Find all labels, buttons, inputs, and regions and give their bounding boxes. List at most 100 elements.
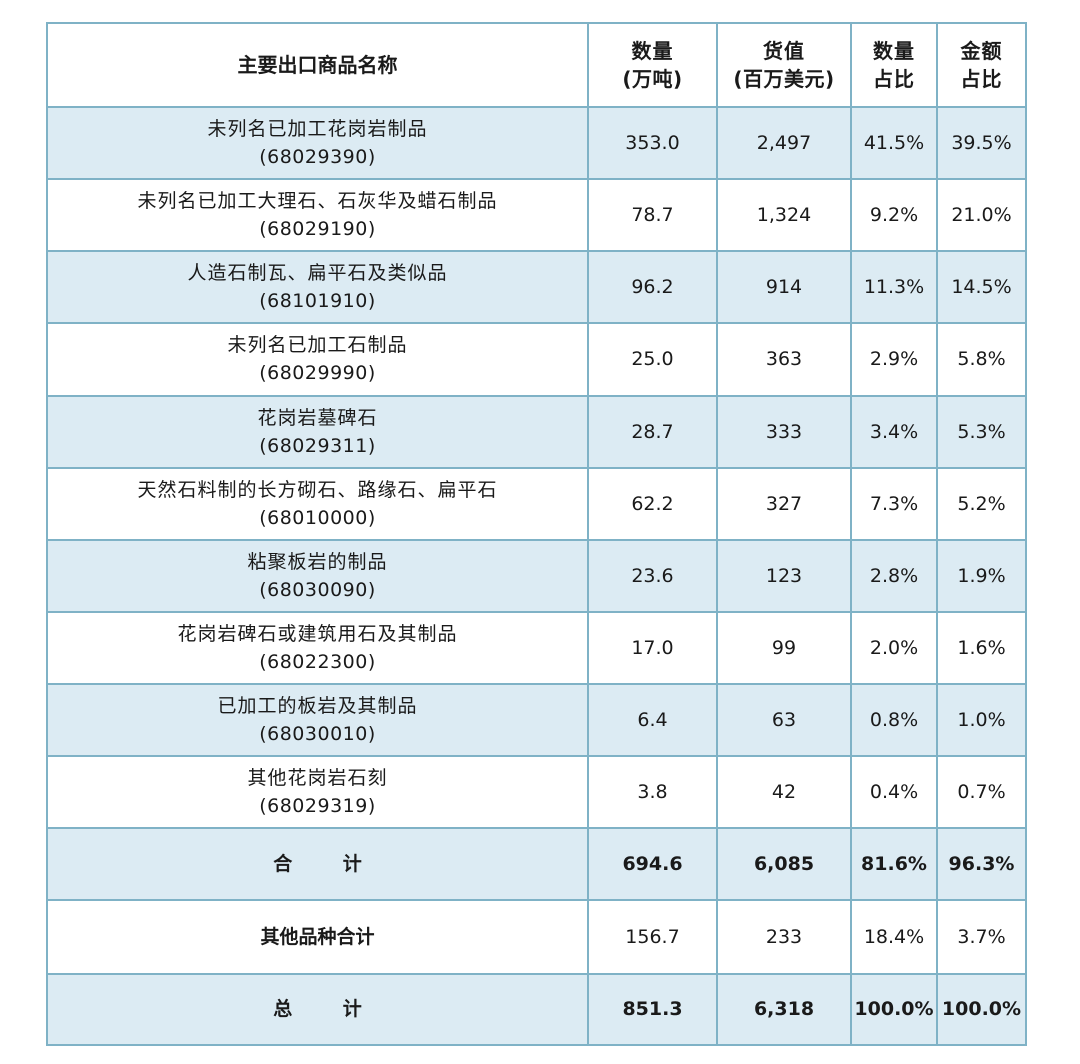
total-quantity-share: 100.0% [850, 972, 938, 1047]
commodity-code: (68029319) [259, 795, 376, 818]
amount-share-cell: 5.3% [936, 394, 1027, 469]
value-cell: 2,497 [716, 105, 852, 181]
header-amount-share-line1: 金额 [960, 39, 1003, 63]
amount-share-cell: 21.0% [936, 178, 1027, 253]
amount-share-cell: 0.7% [936, 755, 1027, 830]
table-row: 已加工的板岩及其制品 (68030010) 6.4 63 0.8% 1.0% [46, 683, 1027, 758]
commodity-code: (68029990) [259, 362, 376, 385]
commodity-name-cell: 花岗岩墓碑石 (68029311) [46, 394, 589, 469]
commodity-name: 未列名已加工花岗岩制品 [207, 118, 428, 141]
header-quantity-share-line2: 占比 [873, 67, 915, 91]
commodity-code: (68029190) [259, 218, 376, 241]
quantity-cell: 62.2 [587, 466, 718, 541]
quantity-cell: 3.8 [587, 755, 718, 830]
value-cell: 123 [716, 538, 852, 613]
subtotal-quantity: 694.6 [587, 827, 718, 901]
amount-share-cell: 14.5% [936, 250, 1027, 325]
commodity-code: (68101910) [259, 290, 376, 313]
amount-share-cell: 1.9% [936, 538, 1027, 613]
amount-share-cell: 5.8% [936, 322, 1027, 397]
header-commodity-name: 主要出口商品名称 [46, 22, 589, 108]
value-cell: 1,324 [716, 178, 852, 253]
others-amount-share: 3.7% [936, 898, 1027, 975]
quantity-cell: 28.7 [587, 394, 718, 469]
export-commodity-table: 主要出口商品名称 数量 (万吨) 货值 (百万美元) 数量 占比 金额 占比 未… [46, 22, 1027, 1047]
commodity-name-cell: 花岗岩碑石或建筑用石及其制品 (68022300) [46, 610, 589, 686]
table-row: 人造石制瓦、扁平石及类似品 (68101910) 96.2 914 11.3% … [46, 250, 1027, 325]
amount-share-cell: 39.5% [936, 105, 1027, 181]
commodity-name-cell: 未列名已加工花岗岩制品 (68029390) [46, 105, 589, 181]
header-value-label: 货值 [763, 39, 805, 63]
others-quantity-share: 18.4% [850, 898, 938, 975]
commodity-name-cell: 其他花岗岩石刻 (68029319) [46, 755, 589, 830]
commodity-name: 已加工的板岩及其制品 [217, 695, 418, 718]
table-row: 粘聚板岩的制品 (68030090) 23.6 123 2.8% 1.9% [46, 538, 1027, 613]
commodity-name: 未列名已加工大理石、石灰华及蜡石制品 [137, 190, 498, 213]
table-row: 天然石料制的长方砌石、路缘石、扁平石 (68010000) 62.2 327 7… [46, 466, 1027, 541]
header-quantity-share-line1: 数量 [873, 39, 915, 63]
quantity-share-cell: 2.9% [850, 322, 938, 397]
table-row: 花岗岩碑石或建筑用石及其制品 (68022300) 17.0 99 2.0% 1… [46, 610, 1027, 686]
subtotal-value: 6,085 [716, 827, 852, 901]
header-amount-share-line2: 占比 [960, 67, 1003, 91]
subtotal-row: 合 计 694.6 6,085 81.6% 96.3% [46, 827, 1027, 901]
commodity-name: 其他花岗岩石刻 [247, 767, 388, 790]
total-row: 总 计 851.3 6,318 100.0% 100.0% [46, 972, 1027, 1047]
total-quantity: 851.3 [587, 972, 718, 1047]
commodity-code: (68029390) [259, 146, 376, 169]
table-row: 未列名已加工大理石、石灰华及蜡石制品 (68029190) 78.7 1,324… [46, 178, 1027, 253]
commodity-name: 未列名已加工石制品 [227, 334, 408, 357]
header-quantity-share: 数量 占比 [850, 22, 938, 108]
quantity-cell: 17.0 [587, 610, 718, 686]
table-row: 花岗岩墓碑石 (68029311) 28.7 333 3.4% 5.3% [46, 394, 1027, 469]
header-row: 主要出口商品名称 数量 (万吨) 货值 (百万美元) 数量 占比 金额 占比 [46, 22, 1027, 108]
value-cell: 99 [716, 610, 852, 686]
value-cell: 63 [716, 683, 852, 758]
quantity-share-cell: 3.4% [850, 394, 938, 469]
quantity-share-cell: 2.8% [850, 538, 938, 613]
total-amount-share: 100.0% [936, 972, 1027, 1047]
quantity-share-cell: 11.3% [850, 250, 938, 325]
quantity-cell: 353.0 [587, 105, 718, 181]
value-cell: 914 [716, 250, 852, 325]
subtotal-label: 合 计 [46, 827, 589, 901]
value-cell: 333 [716, 394, 852, 469]
value-cell: 327 [716, 466, 852, 541]
quantity-cell: 96.2 [587, 250, 718, 325]
others-row: 其他品种合计 156.7 233 18.4% 3.7% [46, 898, 1027, 975]
commodity-name-cell: 人造石制瓦、扁平石及类似品 (68101910) [46, 250, 589, 325]
others-value: 233 [716, 898, 852, 975]
quantity-share-cell: 9.2% [850, 178, 938, 253]
total-value: 6,318 [716, 972, 852, 1047]
commodity-name: 人造石制瓦、扁平石及类似品 [187, 262, 448, 285]
subtotal-quantity-share: 81.6% [850, 827, 938, 901]
quantity-share-cell: 0.4% [850, 755, 938, 830]
table-row: 未列名已加工花岗岩制品 (68029390) 353.0 2,497 41.5%… [46, 105, 1027, 181]
subtotal-amount-share: 96.3% [936, 827, 1027, 901]
header-quantity-label: 数量 [631, 39, 674, 63]
quantity-share-cell: 41.5% [850, 105, 938, 181]
commodity-code: (68010000) [259, 506, 376, 529]
amount-share-cell: 5.2% [936, 466, 1027, 541]
commodity-code: (68022300) [259, 651, 376, 674]
header-quantity: 数量 (万吨) [587, 22, 718, 108]
amount-share-cell: 1.6% [936, 610, 1027, 686]
commodity-name-cell: 未列名已加工石制品 (68029990) [46, 322, 589, 397]
commodity-code: (68030090) [259, 578, 376, 601]
quantity-cell: 23.6 [587, 538, 718, 613]
commodity-name-cell: 天然石料制的长方砌石、路缘石、扁平石 (68010000) [46, 466, 589, 541]
others-label: 其他品种合计 [46, 898, 589, 975]
commodity-name-cell: 未列名已加工大理石、石灰华及蜡石制品 (68029190) [46, 178, 589, 253]
commodity-name: 粘聚板岩的制品 [247, 550, 388, 573]
table-row: 其他花岗岩石刻 (68029319) 3.8 42 0.4% 0.7% [46, 755, 1027, 830]
amount-share-cell: 1.0% [936, 683, 1027, 758]
value-cell: 363 [716, 322, 852, 397]
commodity-code: (68029311) [259, 434, 376, 457]
commodity-name: 花岗岩墓碑石 [257, 406, 378, 429]
quantity-share-cell: 0.8% [850, 683, 938, 758]
table-row: 未列名已加工石制品 (68029990) 25.0 363 2.9% 5.8% [46, 322, 1027, 397]
commodity-code: (68030010) [259, 723, 376, 746]
commodity-name: 天然石料制的长方砌石、路缘石、扁平石 [137, 478, 498, 501]
quantity-share-cell: 7.3% [850, 466, 938, 541]
quantity-share-cell: 2.0% [850, 610, 938, 686]
